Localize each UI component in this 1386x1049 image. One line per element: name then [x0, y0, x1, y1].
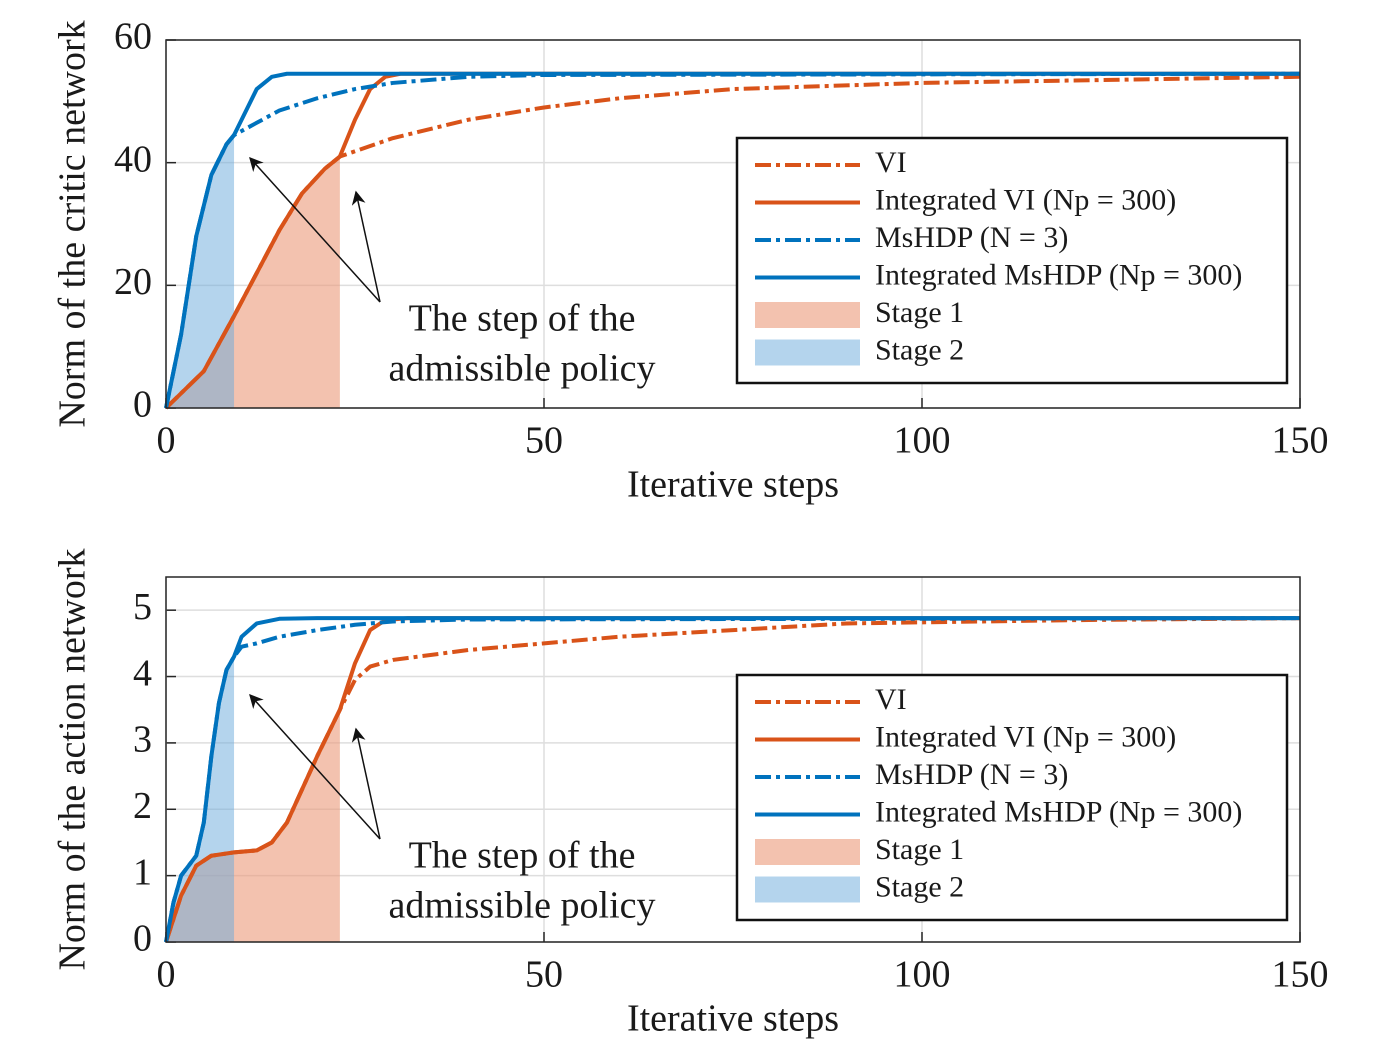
legend-label: Integrated MsHDP (Np = 300): [875, 795, 1242, 828]
y-tick-label: 0: [133, 384, 152, 426]
legend-label: Stage 2: [875, 333, 964, 366]
annotation: admissible policy: [388, 885, 655, 927]
arrow: [249, 693, 381, 840]
y-tick-label: 1: [133, 851, 152, 893]
x-axis-label: Iterative steps: [627, 464, 839, 506]
y-tick-label: 4: [133, 652, 152, 694]
axes-frame: [165, 576, 1301, 943]
y-tick-label: 3: [133, 719, 152, 761]
arrow: [351, 727, 381, 840]
series-line: [164, 616, 1301, 943]
legend-label: Stage 2: [875, 870, 964, 903]
x-tick-label: 0: [157, 420, 176, 462]
legend-label: MsHDP (N = 3): [875, 758, 1068, 791]
legend-swatch: [755, 339, 860, 366]
x-tick-label: 150: [1272, 420, 1329, 462]
legend-label: Integrated VI (Np = 300): [875, 720, 1176, 753]
x-tick-label: 100: [894, 420, 951, 462]
legend-label: VI: [875, 683, 907, 716]
y-tick-label: 40: [114, 138, 152, 180]
x-axis-label: Iterative steps: [627, 998, 839, 1040]
legend-swatch: [755, 302, 860, 328]
axes-frame: [165, 39, 1301, 409]
legend-swatch: [755, 876, 860, 903]
x-tick-label: 50: [525, 420, 563, 462]
annotation: admissible policy: [388, 348, 655, 390]
y-axis-label: Norm of the action network: [52, 548, 94, 970]
y-tick-label: 20: [114, 261, 152, 303]
x-tick-label: 100: [894, 954, 951, 996]
x-tick-label: 150: [1272, 954, 1329, 996]
legend-label: Stage 1: [875, 833, 964, 866]
annotation: The step of the: [409, 835, 636, 877]
y-tick-label: 60: [114, 16, 152, 58]
legend-label: Stage 1: [875, 296, 964, 329]
x-tick-label: 50: [525, 954, 563, 996]
subplot: 0 20 40 60 0 50 100 150 Iterative steps Norm of t…: [52, 16, 1329, 506]
legend-swatch: [755, 839, 860, 865]
y-tick-label: 0: [133, 918, 152, 960]
legend-label: MsHDP (N = 3): [875, 221, 1068, 254]
legend-label: Integrated VI (Np = 300): [875, 183, 1176, 216]
y-tick-label: 5: [133, 586, 152, 628]
series-line: [164, 71, 1300, 409]
series-line: [164, 71, 1300, 410]
arrow: [351, 190, 381, 303]
arrow: [249, 156, 381, 303]
series-line: [164, 616, 1300, 943]
series-line: [164, 616, 1300, 943]
y-tick-label: 2: [133, 785, 152, 827]
y-axis-label: Norm of the critic network: [52, 20, 94, 427]
x-tick-label: 0: [157, 954, 176, 996]
legend-label: Integrated MsHDP (Np = 300): [875, 258, 1242, 291]
legend-label: VI: [875, 146, 907, 179]
annotation: The step of the: [409, 298, 636, 340]
stage-area: [166, 135, 235, 409]
series-line: [164, 74, 1301, 410]
